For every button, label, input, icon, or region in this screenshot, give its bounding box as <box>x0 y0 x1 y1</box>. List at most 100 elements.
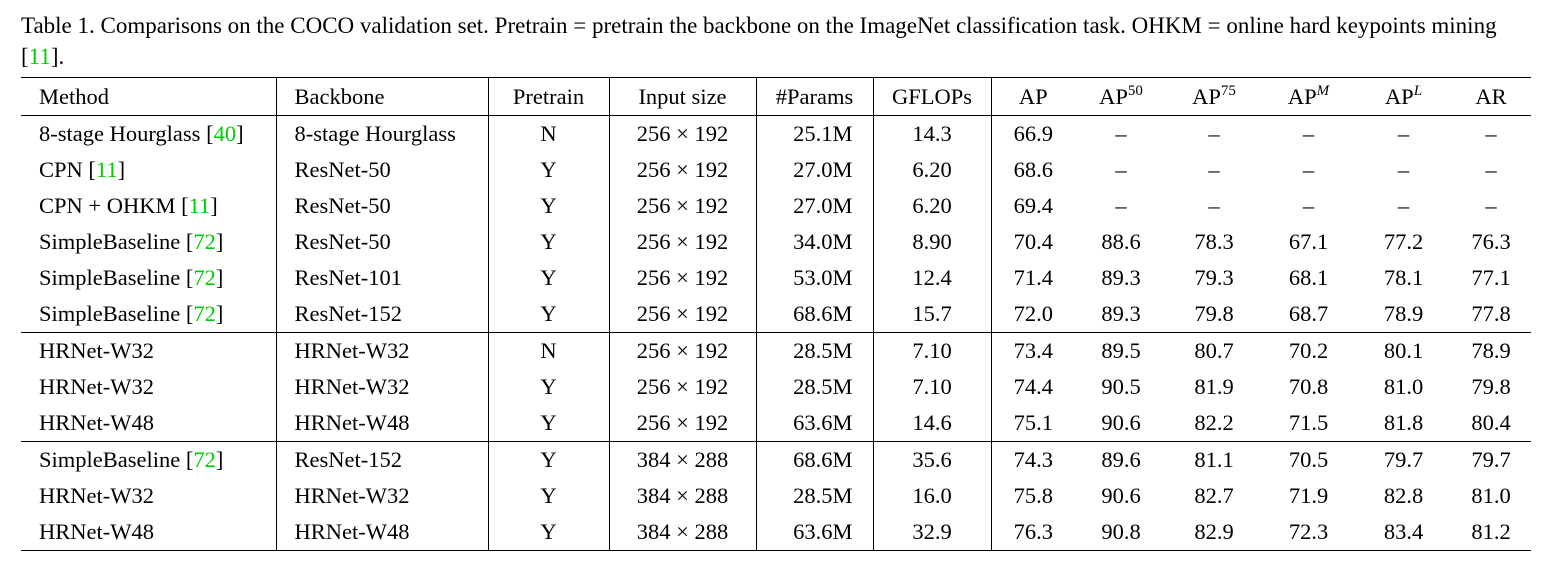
table-row: HRNet-W48 HRNet-W48 Y 256 × 192 63.6M 14.6 75.… <box>21 405 1531 442</box>
cell-ap75: 79.3 <box>1194 265 1234 290</box>
table-row: CPN [11] ResNet-50 Y 256 × 192 27.0M 6.20 68.6… <box>21 152 1531 188</box>
cell-apm: – <box>1302 193 1315 218</box>
method-name: SimpleBaseline <box>39 229 181 254</box>
table-row: SimpleBaseline [72] ResNet-50 Y 256 × 192 34… <box>21 224 1531 260</box>
citation-link[interactable]: 72 <box>193 301 216 326</box>
method-name: CPN <box>39 157 83 182</box>
cell-input-size: 256 × 192 <box>609 152 757 188</box>
cell-apm: 71.5 <box>1288 410 1329 435</box>
cell-input-size: 256 × 192 <box>609 115 757 152</box>
caption-end: ]. <box>50 44 65 69</box>
cell-ar: 77.1 <box>1471 265 1511 290</box>
cell-apl: 80.1 <box>1356 332 1451 369</box>
cell-gflops: 12.4 <box>873 260 992 296</box>
cell-ap: 74.3 <box>991 441 1075 478</box>
cell-backbone: HRNet-W48 <box>276 514 489 551</box>
cell-backbone: ResNet-50 <box>276 188 489 224</box>
header-input-size: Input size <box>609 77 757 116</box>
cell-gflops: 14.3 <box>873 115 992 152</box>
cell-input-size: 384 × 288 <box>609 441 757 478</box>
cell-ap: 74.4 <box>1013 374 1053 399</box>
cell-ar: 79.7 <box>1451 441 1531 478</box>
citation-bracket-close: ] <box>215 229 224 254</box>
cell-params: 28.5M <box>756 369 874 405</box>
cell-pretrain: Y <box>488 441 610 478</box>
citation-link[interactable]: 40 <box>213 121 237 146</box>
cell-input-size: 384 × 288 <box>609 478 757 514</box>
header-ap75-base: AP <box>1192 83 1221 109</box>
cell-ap: 69.4 <box>1013 193 1053 218</box>
cell-pretrain: Y <box>488 514 610 551</box>
cell-pretrain: N <box>488 115 610 152</box>
caption-citation-link[interactable]: 11 <box>28 44 51 69</box>
cell-ap50: 89.3 <box>1101 301 1141 326</box>
citation-link[interactable]: 11 <box>95 157 118 182</box>
cell-params: 28.5M <box>756 478 874 514</box>
header-apm: APM <box>1261 77 1356 116</box>
cell-ap75: – <box>1208 121 1220 146</box>
header-apm-base: AP <box>1287 83 1317 109</box>
cell-method: SimpleBaseline [72] <box>21 296 277 333</box>
cell-method: HRNet-W32 <box>21 369 277 405</box>
cell-ap: 75.8 <box>1013 483 1053 508</box>
cell-ap50: 90.6 <box>1101 410 1141 435</box>
cell-apl: 81.8 <box>1383 410 1424 435</box>
header-apl-sup: L <box>1413 82 1423 99</box>
header-ap50-sup: 50 <box>1127 82 1143 99</box>
citation-bracket-close: ] <box>236 121 244 146</box>
citation-link[interactable]: 11 <box>188 193 211 218</box>
citation-link[interactable]: 72 <box>193 229 216 254</box>
cell-ap: 72.0 <box>1013 301 1053 326</box>
cell-ap75: – <box>1208 157 1220 182</box>
method-name: 8-stage Hourglass <box>39 121 201 146</box>
cell-gflops: 14.6 <box>873 405 992 442</box>
method-name: HRNet-W32 <box>39 374 154 399</box>
cell-ap50: – <box>1115 121 1127 146</box>
cell-ar: – <box>1485 157 1497 182</box>
cell-gflops: 15.7 <box>873 296 992 333</box>
header-ap75-sup: 75 <box>1220 82 1236 99</box>
cell-ap75: 78.3 <box>1194 229 1234 254</box>
cell-ap75: 81.1 <box>1167 441 1261 478</box>
cell-apm: 68.1 <box>1288 265 1329 290</box>
cell-ap50: 90.6 <box>1101 483 1141 508</box>
cell-backbone: ResNet-152 <box>276 296 489 333</box>
citation-bracket-open: [ <box>180 301 194 326</box>
cell-gflops: 8.90 <box>873 224 992 260</box>
cell-backbone: HRNet-W48 <box>276 405 489 442</box>
cell-pretrain: Y <box>488 478 610 514</box>
header-apm-sup: M <box>1316 82 1330 99</box>
cell-backbone: ResNet-101 <box>276 260 489 296</box>
table-row: HRNet-W32 HRNet-W32 Y 256 × 192 28.5M 7.10 74.… <box>21 369 1531 405</box>
citation-bracket-open: [ <box>175 193 189 218</box>
citation-link[interactable]: 72 <box>193 265 216 290</box>
cell-ap: 76.3 <box>991 514 1075 551</box>
cell-apm: 70.2 <box>1261 332 1356 369</box>
cell-gflops: 6.20 <box>873 188 992 224</box>
cell-method: 8-stage Hourglass [40] <box>21 115 277 152</box>
table-row: SimpleBaseline [72] ResNet-101 Y 256 × 192 5… <box>21 260 1531 296</box>
table-caption: Table 1. Comparisons on the COCO validat… <box>21 10 1531 72</box>
header-gflops: GFLOPs <box>873 77 992 116</box>
header-row: Method Backbone Pretrain Input size #Par… <box>21 77 1531 116</box>
cell-backbone: ResNet-50 <box>276 224 489 260</box>
citation-bracket-open: [ <box>180 265 194 290</box>
cell-method: CPN + OHKM [11] <box>21 188 277 224</box>
header-backbone: Backbone <box>276 77 489 116</box>
header-params: #Params <box>756 77 874 116</box>
cell-pretrain: Y <box>488 369 610 405</box>
cell-ar: – <box>1485 121 1497 146</box>
header-method: Method <box>21 77 277 116</box>
citation-bracket-open: [ <box>180 447 194 472</box>
header-ar: AR <box>1451 77 1531 116</box>
cell-params: 25.1M <box>756 115 874 152</box>
citation-link[interactable]: 72 <box>193 447 216 472</box>
cell-apl: 78.9 <box>1383 301 1424 326</box>
cell-backbone: HRNet-W32 <box>276 478 489 514</box>
cell-ap75: 81.9 <box>1194 374 1234 399</box>
table-row: CPN + OHKM [11] ResNet-50 Y 256 × 192 27.0M 6… <box>21 188 1531 224</box>
cell-method: SimpleBaseline [72] <box>21 260 277 296</box>
caption-text: Table 1. Comparisons on the COCO validat… <box>21 13 1497 69</box>
cell-backbone: HRNet-W32 <box>276 332 489 369</box>
cell-input-size: 256 × 192 <box>609 260 757 296</box>
